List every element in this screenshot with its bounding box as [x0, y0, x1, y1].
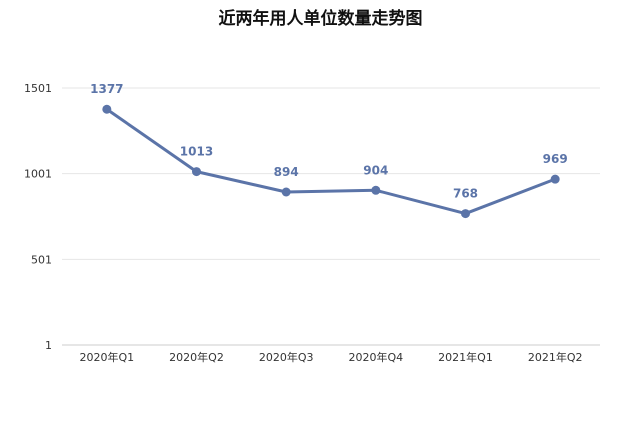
- x-tick-label: 2020年Q1: [80, 350, 135, 364]
- x-tick-label: 2020年Q3: [259, 350, 314, 364]
- data-label: 894: [274, 165, 299, 179]
- data-labels: 1377 1013 894 904 768 969: [90, 82, 568, 200]
- data-label: 1377: [90, 82, 123, 96]
- data-point: [550, 174, 560, 184]
- data-label: 768: [453, 187, 478, 201]
- x-tick-label: 2020年Q2: [169, 350, 224, 364]
- x-tick-label: 2021年Q1: [438, 350, 493, 364]
- data-label: 1013: [180, 145, 213, 159]
- x-axis-ticks: 2020年Q1 2020年Q2 2020年Q3 2020年Q4 2021年Q1 2021年…: [80, 350, 583, 364]
- data-label: 969: [543, 152, 568, 166]
- chart-title: 近两年用人单位数量走势图: [218, 9, 423, 29]
- data-label: 904: [363, 163, 388, 177]
- data-point: [371, 185, 381, 195]
- y-tick-label: 501: [31, 253, 52, 266]
- x-tick-label: 2020年Q4: [349, 350, 404, 364]
- y-tick-label: 1001: [24, 168, 52, 181]
- data-point: [102, 104, 112, 114]
- data-point: [192, 167, 201, 177]
- x-tick-label: 2021年Q2: [528, 350, 583, 364]
- series-layer: [102, 104, 560, 219]
- data-point: [461, 209, 470, 219]
- grid-lines: [62, 87, 600, 346]
- y-tick-label: 1: [45, 339, 52, 352]
- series-line: [105, 108, 556, 216]
- y-tick-label: 1501: [24, 82, 52, 95]
- data-point: [281, 187, 291, 197]
